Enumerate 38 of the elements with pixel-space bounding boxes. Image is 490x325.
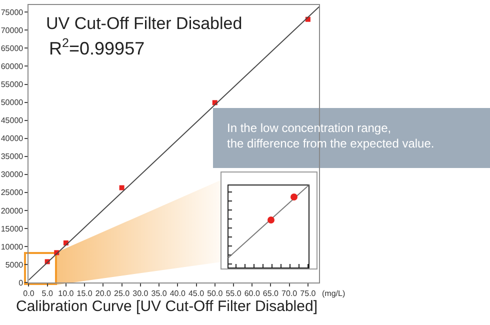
x-tick-label: 25.0 [114, 289, 130, 298]
y-tick-label: 0 [18, 278, 24, 288]
x-tick-label: 70.0 [282, 289, 298, 298]
y-tick-label: 55000 [0, 80, 24, 90]
x-tick-label: 60.0 [244, 289, 260, 298]
y-tick-label: 15000 [0, 224, 24, 234]
y-tick-label: 10000 [0, 242, 24, 252]
x-tick-label: 40.0 [170, 289, 186, 298]
annotation: In the low concentration range, the difference from the expected value. [227, 121, 434, 151]
y-tick-label: 30000 [0, 170, 24, 180]
x-tick-label: 15.0 [76, 289, 93, 298]
text: UV Cut-Off Filter Disabled [46, 14, 242, 33]
y-tick-label: 50000 [0, 98, 24, 108]
x-tick-label: 65.0 [262, 289, 280, 298]
x-tick-label: 50.0 [207, 289, 224, 298]
x-tick-label: 0.0 [23, 289, 35, 298]
x-tick-label: 20.0 [95, 289, 112, 298]
y-tick-label: 25000 [0, 188, 24, 198]
y-tick-label: 45000 [0, 116, 24, 126]
x-tick-label: 30.0 [132, 289, 149, 298]
x-tick-label: 35.0 [151, 289, 168, 298]
x-tick-label: 45.0 [188, 289, 205, 298]
x-tick-label: 75.0 [300, 289, 316, 298]
y-tick-label: 70000 [0, 26, 24, 35]
y-tick-label: 40000 [0, 134, 24, 144]
y-tick-label: 35000 [0, 152, 24, 162]
y-tick-label: 5000 [5, 260, 24, 270]
x-tick-label: 10.0 [58, 289, 74, 298]
x-tick-label: 55.0 [226, 289, 242, 298]
x-axis-title: (mg/L) [322, 289, 346, 298]
text: Calibration Curve [UV Cut-Off Filter Disabled] [16, 298, 318, 315]
y-tick-label: 75000 [0, 8, 24, 17]
annotation: R$^{2}$=0.99957 [49, 36, 145, 59]
y-tick-label: 65000 [0, 44, 24, 53]
y-tick-label: 60000 [0, 62, 24, 72]
y-tick-label: 20000 [0, 206, 24, 216]
x-tick-label: 5.0 [42, 289, 54, 298]
point [119, 185, 124, 190]
